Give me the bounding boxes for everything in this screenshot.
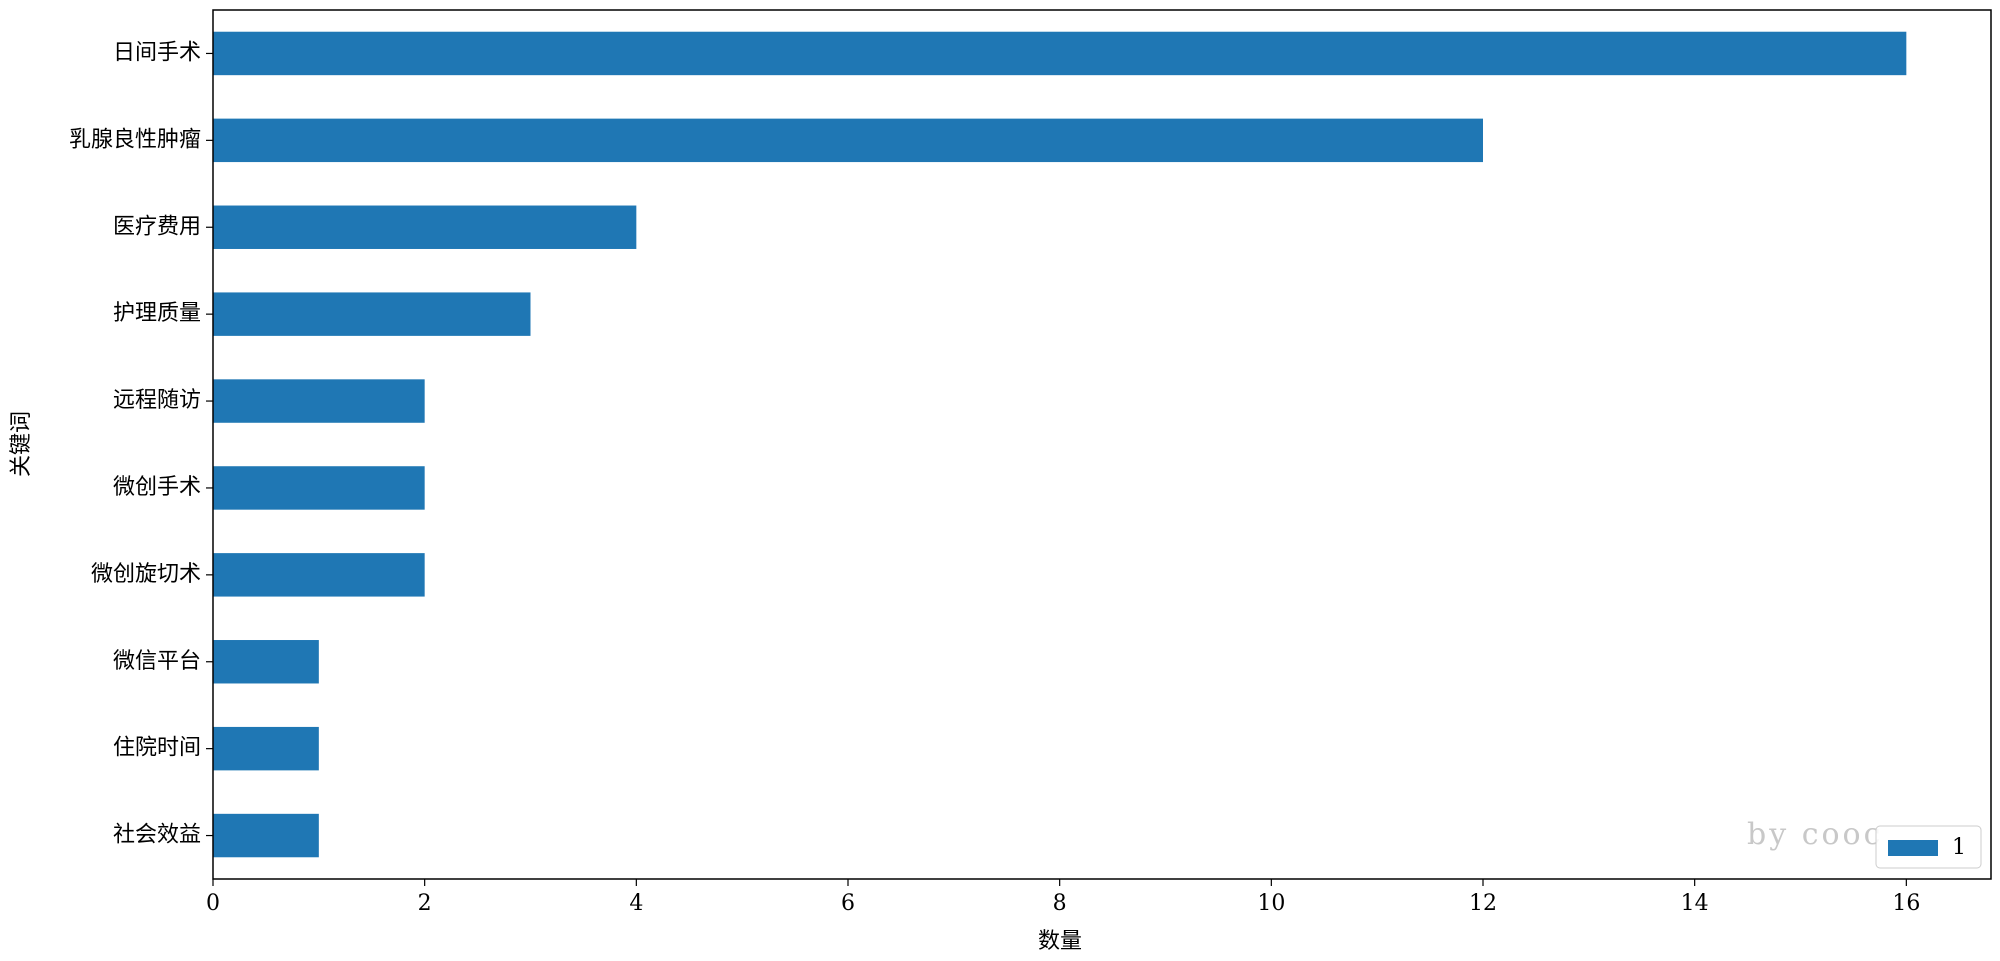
- x-tick-label: 6: [841, 891, 855, 916]
- y-tick-label: 住院时间: [113, 736, 201, 761]
- bar: [213, 205, 637, 249]
- y-axis-label: 关键词: [9, 411, 34, 477]
- bar: [213, 31, 1907, 76]
- y-tick-label: 医疗费用: [113, 214, 201, 239]
- bar: [213, 466, 425, 510]
- x-tick-label: 12: [1469, 891, 1497, 916]
- y-tick-label: 微创手术: [113, 475, 201, 500]
- y-tick-label: 微信平台: [113, 649, 201, 674]
- bar: [213, 640, 319, 684]
- x-axis-label: 数量: [1038, 929, 1082, 954]
- y-tick-label: 日间手术: [113, 40, 201, 65]
- y-tick-label: 护理质量: [113, 301, 201, 326]
- y-tick-label: 社会效益: [113, 823, 201, 848]
- bar: [213, 726, 319, 771]
- x-tick-label: 2: [418, 891, 432, 916]
- x-tick-label: 4: [629, 891, 643, 916]
- bar: [213, 813, 319, 858]
- x-tick-label: 10: [1257, 891, 1285, 916]
- x-tick-label: 14: [1681, 891, 1709, 916]
- y-tick-label: 远程随访: [113, 388, 201, 413]
- plot-frame: [212, 9, 1992, 880]
- bar: [213, 553, 425, 597]
- x-tick-label: 16: [1892, 891, 1920, 916]
- watermark: by cooc: [1747, 817, 1883, 852]
- bar: [213, 379, 425, 423]
- x-tick-label: 0: [206, 891, 220, 916]
- y-tick-label: 微创旋切术: [91, 562, 201, 587]
- x-tick-label: 8: [1053, 891, 1067, 916]
- legend-swatch: [1888, 840, 1938, 856]
- bar: [213, 292, 531, 336]
- legend-label: 1: [1952, 835, 1966, 860]
- bar: [213, 118, 1483, 163]
- y-tick-label: 乳腺良性肿瘤: [69, 127, 201, 152]
